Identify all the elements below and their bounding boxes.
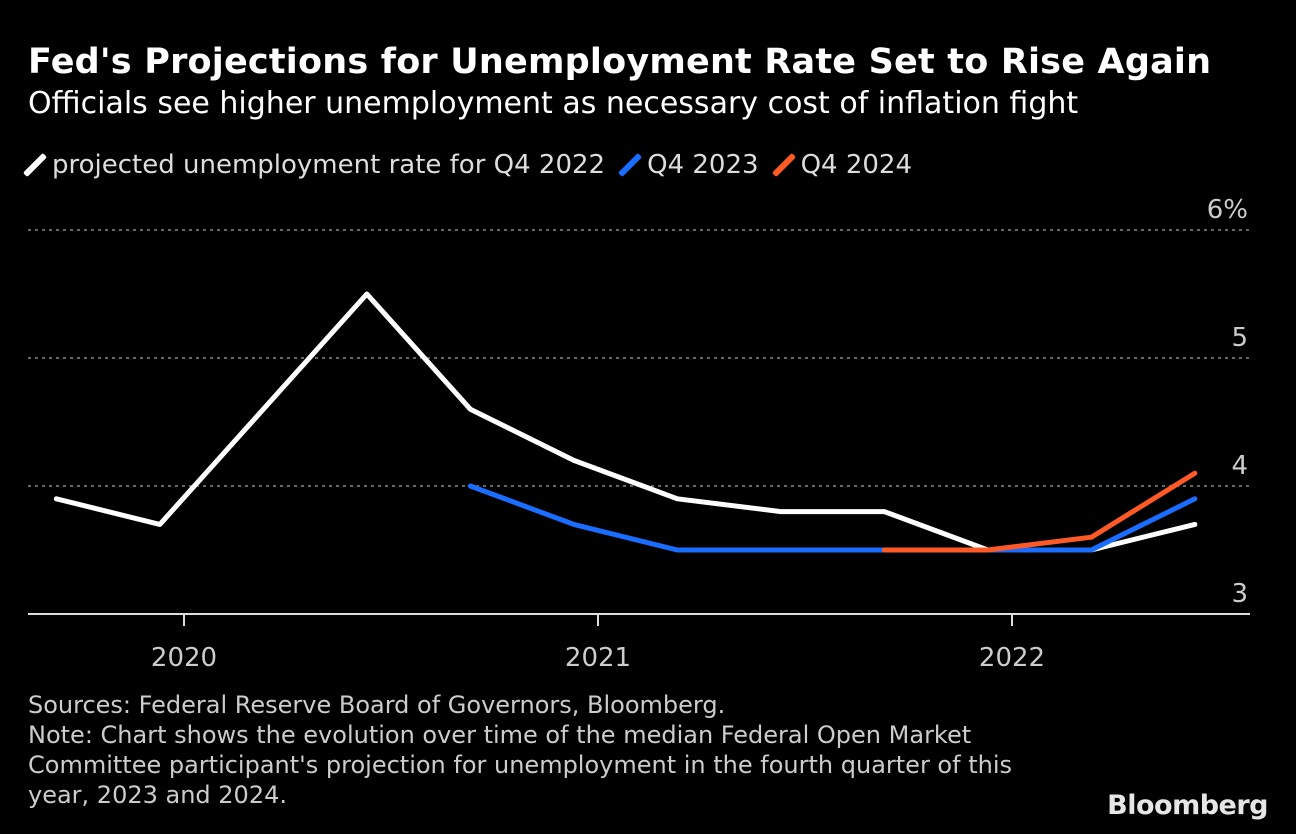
legend-item-q4-2023: Q4 2023 [618, 150, 759, 180]
legend-label: Q4 2023 [647, 150, 759, 180]
x-tick-label: 2020 [151, 643, 217, 673]
bloomberg-logo: Bloomberg [1107, 790, 1268, 821]
footnotes: Sources: Federal Reserve Board of Govern… [28, 690, 1078, 810]
source-text: Sources: Federal Reserve Board of Govern… [28, 691, 726, 719]
y-tick-label: 5 [1231, 323, 1248, 353]
x-tick-label: 2021 [565, 643, 631, 673]
series-line-2 [881, 470, 1198, 553]
x-tick-label: 2022 [979, 643, 1045, 673]
legend-label: projected unemployment rate for Q4 2022 [52, 150, 606, 180]
legend-item-q4-2022: projected unemployment rate for Q4 2022 [22, 150, 606, 180]
chart-title: Fed's Projections for Unemployment Rate … [28, 42, 1212, 82]
legend-item-q4-2024: Q4 2024 [771, 150, 913, 180]
note-text: Note: Chart shows the evolution over tim… [28, 721, 1012, 809]
y-tick-label: 6% [1207, 195, 1248, 225]
series-line-1 [467, 483, 1198, 553]
series-line-0 [53, 291, 1198, 553]
y-tick-label: 4 [1231, 451, 1248, 481]
chart-subtitle: Officials see higher unemployment as nec… [28, 86, 1079, 121]
y-tick-label: 3 [1231, 579, 1248, 609]
legend: projected unemployment rate for Q4 2022 … [22, 150, 926, 180]
legend-label: Q4 2024 [800, 150, 913, 180]
